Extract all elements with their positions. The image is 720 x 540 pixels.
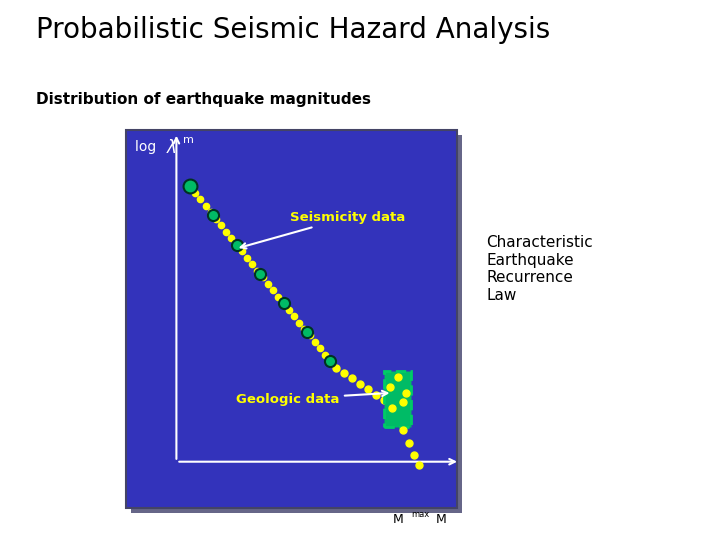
Bar (384, 371, 411, 427)
Text: Probabilistic Seismic Hazard Analysis: Probabilistic Seismic Hazard Analysis (36, 16, 550, 44)
Text: M: M (436, 513, 446, 526)
Text: Geologic data: Geologic data (236, 391, 387, 406)
Text: max: max (410, 510, 429, 519)
Text: M: M (392, 513, 403, 526)
Text: Characteristic
Earthquake
Recurrence
Law: Characteristic Earthquake Recurrence Law (486, 235, 593, 302)
Text: λ: λ (166, 139, 176, 157)
Text: Seismicity data: Seismicity data (240, 211, 405, 248)
Text: m: m (183, 135, 194, 145)
Bar (126, 130, 457, 508)
Bar (131, 135, 462, 513)
Text: log: log (135, 140, 161, 154)
Text: Distribution of earthquake magnitudes: Distribution of earthquake magnitudes (36, 92, 371, 107)
